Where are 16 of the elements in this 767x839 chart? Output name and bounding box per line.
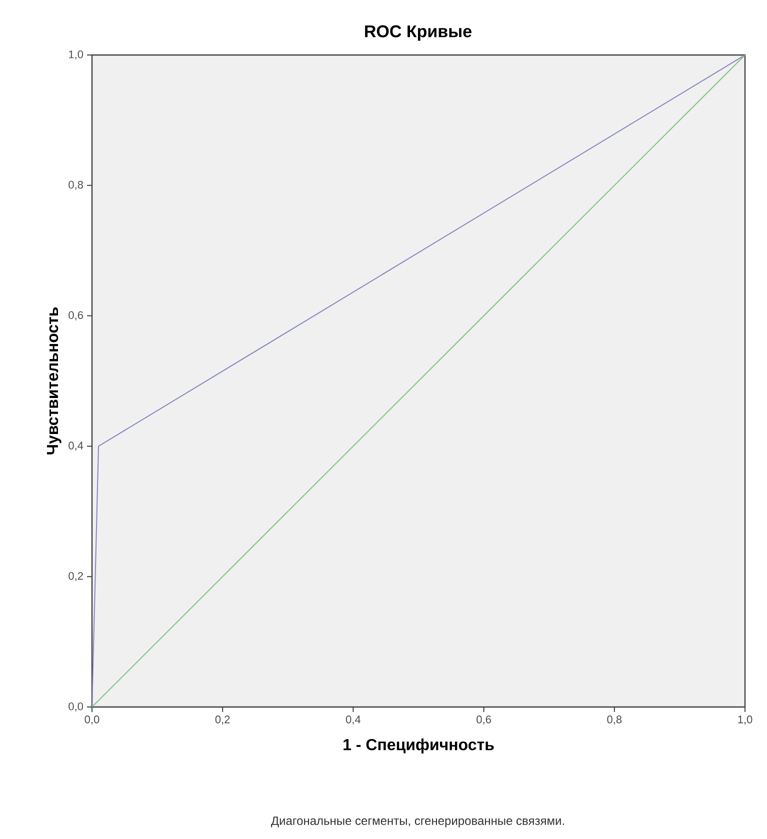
y-tick-label: 0,2 xyxy=(68,572,83,582)
y-axis-title: Чувствительность xyxy=(46,307,62,454)
y-tick-label: 0,6 xyxy=(68,311,83,320)
y-tick-label: 1,0 xyxy=(69,50,84,60)
x-tick-label: 0,6 xyxy=(476,716,491,725)
y-tick-label: 0,0 xyxy=(68,702,84,712)
x-tick-label: 0,0 xyxy=(84,716,100,725)
x-tick-label: 0,4 xyxy=(346,716,361,725)
x-axis-title: 1 - Специфичность xyxy=(344,738,494,754)
x-tick-label: 0,8 xyxy=(607,716,622,725)
y-tick-label: 0,8 xyxy=(68,180,83,190)
chart-title: ROC Кривые xyxy=(365,25,472,41)
y-tick-label: 0,4 xyxy=(68,442,84,451)
text: Диагональные сегменты, сгенерированные связями. xyxy=(271,816,564,828)
x-tick-label: 1,0 xyxy=(738,716,752,725)
x-tick-label: 0,2 xyxy=(215,716,230,725)
